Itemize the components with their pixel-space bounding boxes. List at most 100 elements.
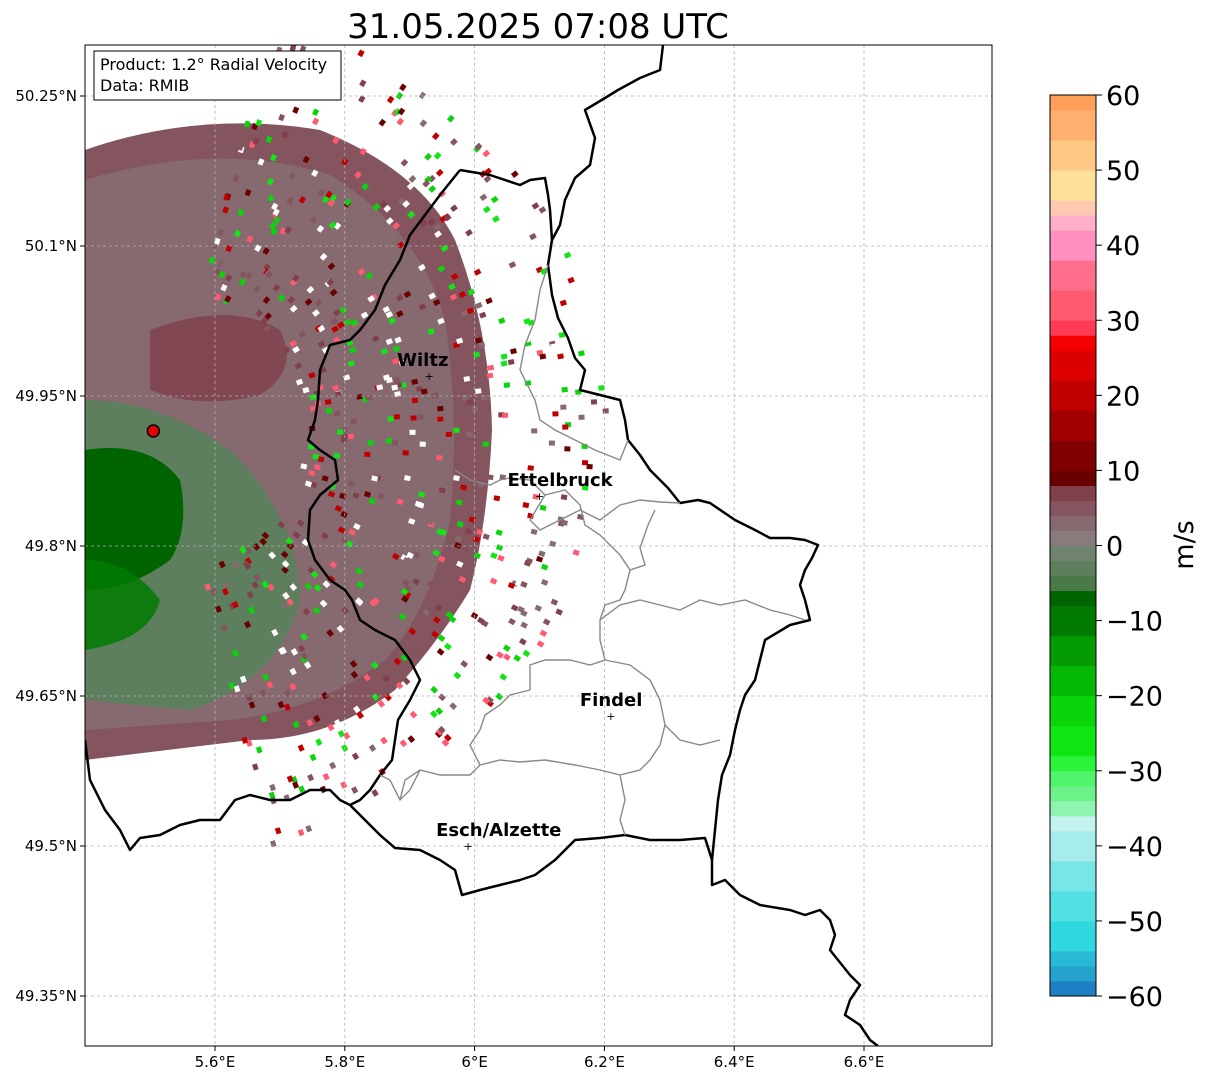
echo-speckle bbox=[327, 723, 335, 732]
echo-speckle bbox=[420, 388, 428, 395]
colorbar-band bbox=[1050, 830, 1096, 862]
echo-speckle bbox=[337, 429, 344, 435]
echo-speckle bbox=[356, 711, 365, 720]
echo-speckle bbox=[336, 625, 345, 633]
echo-speckle bbox=[435, 707, 444, 716]
echo-speckle bbox=[221, 624, 229, 632]
echo-speckle bbox=[399, 129, 407, 138]
echo-speckle bbox=[385, 217, 394, 225]
echo-speckle bbox=[438, 487, 446, 494]
echo-speckle bbox=[349, 346, 357, 354]
echo-speckle bbox=[364, 451, 371, 458]
echo-speckle bbox=[355, 567, 363, 575]
colorbar-tick-label: −30 bbox=[1106, 757, 1163, 788]
echo-speckle bbox=[270, 657, 279, 666]
echo-speckle bbox=[281, 601, 289, 610]
echo-speckle bbox=[449, 138, 458, 146]
echo-speckle bbox=[317, 188, 325, 197]
echo-speckle bbox=[317, 324, 326, 333]
lon-tick-label: 5.8°E bbox=[324, 1053, 365, 1071]
echo-speckle bbox=[445, 431, 452, 437]
echo-speckle bbox=[378, 118, 387, 127]
echo-speckle bbox=[302, 386, 310, 394]
echo-speckle bbox=[307, 773, 315, 782]
echo-speckle bbox=[473, 268, 482, 276]
echo-speckle bbox=[598, 385, 605, 391]
echo-speckle bbox=[352, 492, 360, 499]
echo-speckle bbox=[437, 264, 446, 273]
echo-speckle bbox=[266, 177, 274, 186]
echo-speckle bbox=[560, 404, 567, 410]
echo-speckle bbox=[259, 689, 267, 697]
echo-speckle bbox=[351, 752, 360, 761]
echo-speckle bbox=[222, 206, 229, 214]
echo-inbound-edge bbox=[85, 560, 160, 650]
echo-speckle bbox=[432, 392, 439, 399]
echo-speckle bbox=[433, 223, 442, 231]
echo-speckle bbox=[237, 208, 245, 217]
echo-speckle bbox=[403, 290, 412, 299]
echo-speckle bbox=[465, 228, 473, 237]
echo-speckle bbox=[395, 294, 404, 302]
figure-title: 31.05.2025 07:08 UTC bbox=[347, 7, 729, 47]
echo-speckle bbox=[351, 786, 359, 794]
echo-speckle bbox=[267, 194, 275, 202]
echo-speckle bbox=[244, 120, 251, 128]
echo-speckle bbox=[408, 175, 417, 183]
echo-speckle bbox=[539, 538, 547, 546]
echo-speckle bbox=[297, 744, 305, 752]
echo-speckle bbox=[540, 579, 549, 586]
echo-speckle bbox=[253, 573, 261, 582]
echo-speckle bbox=[308, 469, 316, 477]
echo-speckle bbox=[555, 608, 563, 616]
echo-speckle bbox=[456, 337, 464, 345]
echo-speckle bbox=[359, 79, 367, 88]
echo-speckle bbox=[539, 504, 547, 511]
echo-speckle bbox=[559, 299, 567, 307]
echo-speckle bbox=[549, 540, 557, 548]
echo-speckle bbox=[333, 410, 341, 417]
echo-speckle bbox=[292, 720, 300, 729]
echo-speckle bbox=[261, 580, 270, 589]
echo-speckle bbox=[431, 630, 439, 639]
echo-speckle bbox=[246, 739, 253, 747]
echo-speckle bbox=[398, 359, 406, 367]
echo-speckle bbox=[343, 211, 352, 219]
colorbar-band bbox=[1050, 920, 1096, 952]
echo-speckle bbox=[333, 308, 341, 317]
country-border bbox=[546, 45, 879, 1046]
echo-speckle bbox=[372, 203, 381, 211]
colorbar-band bbox=[1050, 200, 1096, 216]
echo-speckle bbox=[306, 718, 314, 727]
echo-speckle bbox=[468, 516, 476, 523]
echo-speckle bbox=[443, 733, 452, 742]
echo-speckle bbox=[315, 820, 323, 828]
echo-speckle bbox=[515, 639, 524, 647]
echo-speckle bbox=[489, 577, 498, 585]
echo-speckle bbox=[542, 618, 551, 626]
echo-speckle bbox=[507, 582, 516, 590]
colorbar-band bbox=[1050, 485, 1096, 501]
colorbar-tick-label: 40 bbox=[1106, 231, 1140, 262]
echo-speckle bbox=[539, 353, 547, 360]
echo-speckle bbox=[302, 607, 311, 616]
echo-speckle bbox=[474, 142, 483, 151]
echo-speckle bbox=[420, 147, 429, 156]
colorbar-band bbox=[1050, 890, 1096, 922]
colorbar-tick-label: −40 bbox=[1106, 832, 1163, 863]
echo-speckle bbox=[377, 699, 386, 708]
echo-speckle bbox=[432, 616, 441, 624]
echo-speckle bbox=[253, 285, 261, 294]
echo-speckle bbox=[495, 692, 504, 701]
echo-speckle bbox=[458, 575, 467, 584]
echo-speckle bbox=[376, 384, 384, 391]
echo-speckle bbox=[312, 453, 320, 460]
echo-speckle bbox=[298, 330, 307, 339]
echo-speckle bbox=[560, 494, 568, 501]
echo-speckle bbox=[382, 674, 391, 683]
info-product: Product: 1.2° Radial Velocity bbox=[100, 55, 327, 74]
echo-speckle bbox=[340, 510, 348, 518]
echo-speckle bbox=[286, 598, 295, 606]
echo-speckle bbox=[507, 358, 515, 366]
echo-speckle bbox=[313, 714, 321, 723]
